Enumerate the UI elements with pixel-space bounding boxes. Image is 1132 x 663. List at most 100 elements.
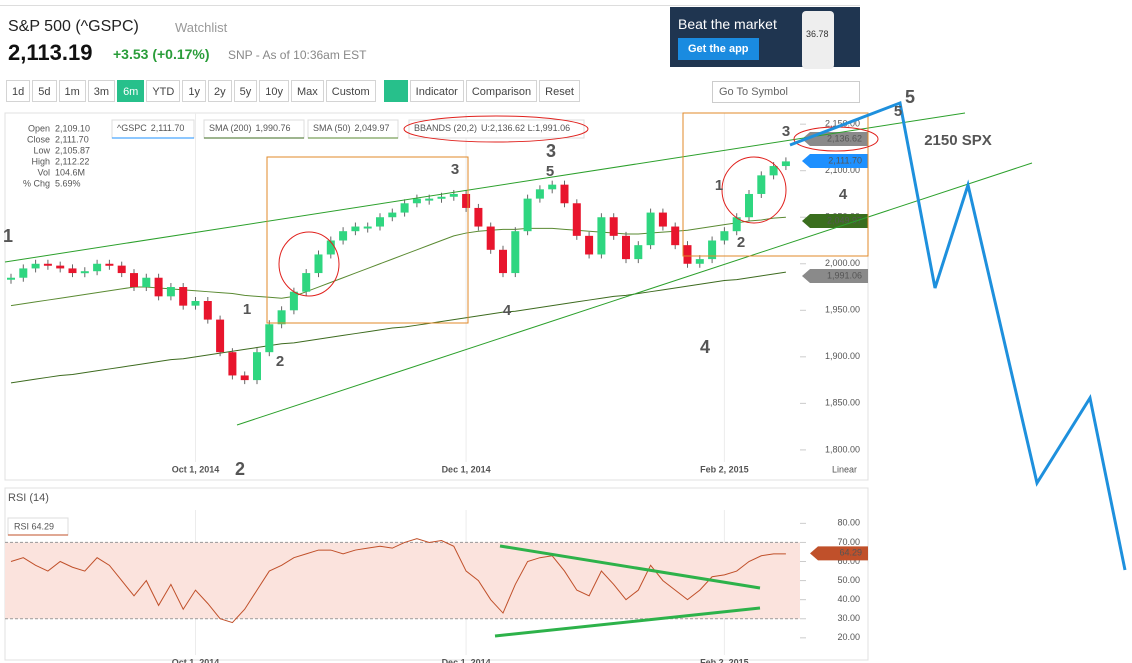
- candle: [400, 203, 409, 213]
- phone-value: 36.78: [806, 29, 829, 39]
- watchlist[interactable]: Watchlist: [175, 20, 228, 35]
- candle: [302, 273, 311, 292]
- info-value: 5.69%: [55, 178, 81, 188]
- candle: [597, 217, 606, 255]
- legend-entry: SMA (50) 2,049.97: [313, 123, 390, 133]
- candle: [708, 240, 717, 260]
- range-button[interactable]: 1y: [182, 80, 206, 102]
- candle: [31, 263, 40, 269]
- candle: [376, 217, 384, 227]
- info-value: 2,109.10: [55, 123, 90, 133]
- candle: [339, 231, 348, 241]
- y-tick-label: 50.00: [837, 575, 860, 585]
- candle: [56, 265, 65, 269]
- info-value: 2,105.87: [55, 145, 90, 155]
- candle: [572, 203, 581, 236]
- range-button[interactable]: 1m: [58, 80, 86, 102]
- toolbar: 1d 5d 1m 3m 6m YTD 1y 2y 5y 10y Max Custom Indicator…: [6, 80, 580, 104]
- candle: [117, 265, 126, 274]
- range-button[interactable]: 3m: [87, 80, 116, 102]
- candle: [240, 375, 249, 381]
- annotation: 5: [905, 87, 915, 107]
- legend-value: U:2,136.62 L:1,991.06: [481, 123, 570, 133]
- range-button[interactable]: 6m: [117, 80, 145, 102]
- legend-entry: ^GSPC 2,111.70: [117, 123, 184, 133]
- y-tick-label: 20.00: [837, 632, 860, 642]
- tool-button[interactable]: Indicator: [409, 80, 464, 102]
- annotation: 2: [737, 234, 745, 251]
- change: +3.53 (+0.17%): [113, 46, 210, 62]
- y-tick-label: 1,800.00: [825, 444, 860, 454]
- range-button[interactable]: 5d: [32, 80, 57, 102]
- candle: [191, 300, 200, 306]
- annotation: 1: [715, 177, 723, 194]
- info-label: High: [31, 156, 50, 166]
- range-button[interactable]: 10y: [259, 80, 289, 102]
- chart-type-button[interactable]: [383, 80, 408, 102]
- candle: [412, 198, 421, 204]
- candle: [646, 212, 655, 246]
- candle: [499, 249, 507, 274]
- y-tick-label: 1,900.00: [825, 351, 860, 361]
- annotation: 3: [546, 141, 556, 161]
- legend-entry: RSI 64.29: [14, 521, 54, 531]
- candle: [523, 198, 532, 232]
- legend-value: 2,049.97: [355, 123, 390, 133]
- candle: [769, 166, 778, 176]
- candle: [757, 175, 766, 194]
- header: S&P 500 (^GSPC) Watchlist 2,113.19 +3.53…: [0, 5, 860, 66]
- annotation: 5: [546, 163, 554, 180]
- range-button[interactable]: YTD: [146, 80, 181, 102]
- drawn-line: [236, 162, 1033, 426]
- ad-button[interactable]: Get the app: [678, 38, 759, 60]
- price-tag: [802, 214, 868, 228]
- drawn-line: [499, 544, 761, 590]
- legend-entry: BBANDS (20,2) U:2,136.62 L:1,991.06: [414, 123, 570, 133]
- candle: [462, 193, 471, 208]
- info-value: 2,112.22: [55, 156, 89, 166]
- range-button[interactable]: 1d: [6, 80, 31, 102]
- candle: [166, 287, 175, 297]
- series-line: [10, 271, 786, 384]
- x-tick-label: Dec 1, 2014: [442, 464, 491, 474]
- range-button[interactable]: 2y: [207, 80, 232, 102]
- candle: [449, 193, 458, 197]
- x-tick-label: Oct 1, 2014: [172, 464, 220, 474]
- range-button[interactable]: Max: [290, 80, 324, 102]
- candle: [203, 300, 212, 320]
- legend-name: SMA (200): [209, 123, 252, 133]
- drawn-circle: [278, 231, 340, 297]
- candle: [43, 263, 52, 266]
- panel-title: RSI (14): [8, 492, 49, 504]
- candle: [363, 226, 372, 229]
- candle: [142, 277, 151, 288]
- custom-button[interactable]: Custom: [325, 80, 376, 102]
- candle: [560, 184, 569, 204]
- annotation: 3: [451, 161, 459, 178]
- tool-button[interactable]: Comparison: [465, 80, 538, 102]
- candle: [388, 212, 397, 218]
- info-value: 2,111.70: [55, 134, 89, 144]
- symbol-input[interactable]: Go To Symbol: [712, 81, 860, 103]
- candle: [609, 217, 618, 236]
- candle: [425, 198, 434, 201]
- annotation: 5: [894, 103, 902, 120]
- legend-pill: [408, 119, 585, 139]
- candle: [68, 268, 77, 274]
- candle: [474, 207, 483, 227]
- annotation: 3: [782, 123, 790, 140]
- drawn-line: [494, 606, 761, 638]
- price-tag-label: 1,991.06: [827, 270, 862, 280]
- range-button[interactable]: 5y: [233, 80, 258, 102]
- y-tick-label: 2,000.00: [825, 258, 860, 268]
- tool-button[interactable]: Reset: [539, 80, 580, 102]
- y-tick-label: 1,850.00: [825, 398, 860, 408]
- candle: [105, 263, 114, 266]
- info-value: 104.6M: [55, 167, 85, 177]
- candle: [535, 189, 544, 199]
- ad[interactable]: Beat the market Get the app 36.78: [670, 7, 860, 69]
- candle: [671, 226, 680, 246]
- candle: [265, 324, 274, 353]
